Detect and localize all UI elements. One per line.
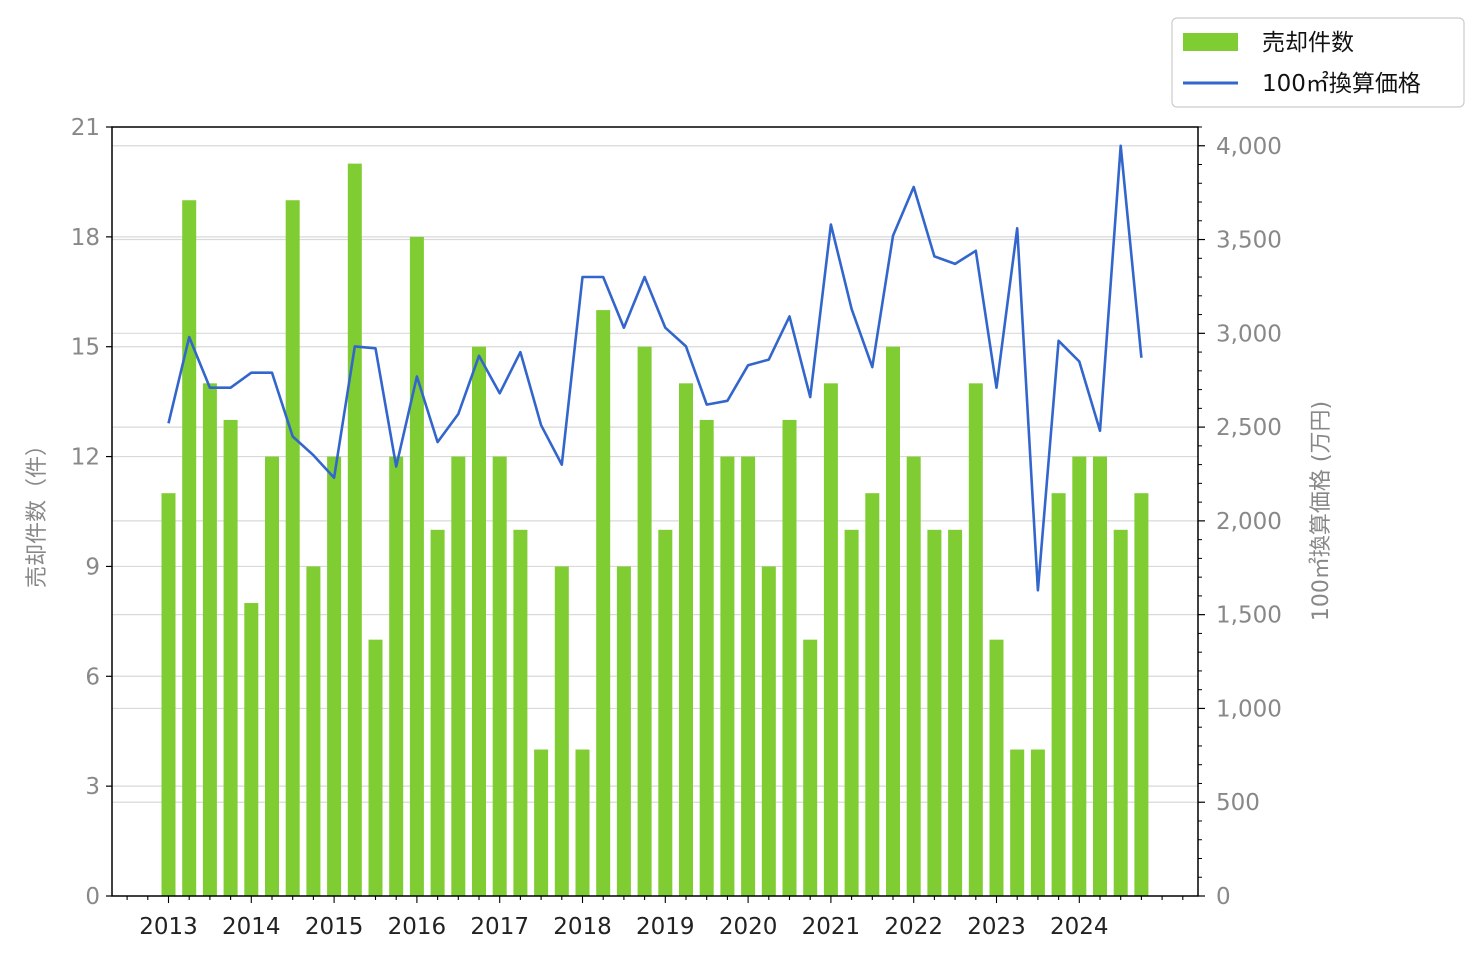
y-left-tick-label: 6	[85, 664, 100, 690]
x-tick-label: 2014	[222, 914, 281, 940]
bar	[513, 529, 528, 896]
bar	[616, 566, 631, 896]
y-right-tick-label: 1,000	[1216, 696, 1282, 722]
y-right-tick-label: 4,000	[1216, 134, 1282, 160]
bar	[782, 419, 797, 896]
x-tick-label: 2023	[967, 914, 1026, 940]
bar	[968, 383, 983, 896]
y-left-tick-label: 12	[71, 445, 100, 471]
y-right-tick-label: 2,500	[1216, 415, 1282, 441]
x-tick-label: 2018	[553, 914, 612, 940]
price-line	[167, 144, 1143, 592]
y-right-tick-label: 500	[1216, 790, 1260, 816]
bar-series	[161, 163, 1149, 897]
bar	[720, 456, 735, 896]
bar	[285, 200, 300, 896]
bar	[223, 419, 238, 896]
x-tick-label: 2016	[388, 914, 447, 940]
bar	[327, 456, 342, 896]
bar	[409, 236, 424, 896]
x-tick-label: 2013	[139, 914, 198, 940]
bar	[1113, 529, 1128, 896]
x-tick-label: 2020	[719, 914, 778, 940]
bar	[389, 456, 404, 896]
line-series	[167, 144, 1143, 592]
y-axis-right-label: 100㎡換算価格 (万円)	[1308, 401, 1334, 621]
y-right-tick-label: 1,500	[1216, 603, 1282, 629]
bar	[989, 639, 1004, 896]
bar	[554, 566, 569, 896]
y-right-tick-label: 2,000	[1216, 509, 1282, 535]
y-left-tick-label: 0	[85, 884, 100, 910]
plot-frame	[111, 126, 1199, 897]
bar	[492, 456, 507, 896]
bar	[1010, 749, 1025, 896]
legend-label-line: 100㎡換算価格	[1262, 71, 1421, 97]
bar	[1030, 749, 1045, 896]
bar	[430, 529, 445, 896]
bar	[658, 529, 673, 896]
bar	[596, 310, 611, 897]
bar	[927, 529, 942, 896]
bar	[679, 383, 693, 896]
y-left-tick-label: 18	[71, 225, 100, 251]
y-axis-right: 0 500 1,000 1,500 2,000 2,500 3,000 3,500 4,000	[1198, 126, 1282, 910]
bar	[575, 749, 590, 896]
bar	[451, 456, 466, 896]
y-left-tick-label: 15	[71, 335, 100, 361]
y-right-tick-label: 3,000	[1216, 321, 1282, 347]
x-tick-label: 2021	[802, 914, 861, 940]
y-left-tick-label: 3	[85, 774, 100, 800]
bar	[948, 529, 963, 896]
y-left-tick-label: 9	[85, 554, 100, 580]
bar	[472, 346, 486, 896]
legend-swatch-bar	[1183, 33, 1238, 51]
legend: 売却件数 100㎡換算価格	[1171, 17, 1465, 108]
bar	[161, 493, 176, 896]
bar	[347, 163, 362, 897]
y-left-tick-label: 21	[71, 115, 100, 141]
y-right-tick-label: 0	[1216, 884, 1231, 910]
bar	[244, 603, 259, 896]
bar	[1072, 456, 1087, 896]
bar	[844, 529, 859, 896]
bar	[637, 346, 652, 896]
y-right-tick-label: 3,500	[1216, 228, 1282, 254]
bar	[699, 419, 714, 896]
bar	[534, 749, 549, 896]
bar	[803, 639, 818, 896]
bar	[306, 566, 321, 896]
bar	[823, 383, 838, 896]
bar	[906, 456, 921, 896]
bar	[865, 493, 880, 896]
bar	[1134, 493, 1149, 896]
bar	[886, 346, 900, 896]
x-tick-label: 2017	[470, 914, 529, 940]
bar	[265, 456, 279, 896]
bar	[368, 639, 383, 896]
legend-label-bar: 売却件数	[1262, 30, 1354, 56]
x-axis: 2013 2014 2015 2016 2017 2018 2019 2020 2021 2022…	[126, 896, 1184, 940]
x-tick-label: 2022	[884, 914, 943, 940]
x-tick-label: 2024	[1050, 914, 1109, 940]
bar	[202, 383, 217, 896]
y-axis-left-label: 売却件数（件）	[25, 434, 50, 588]
bar	[741, 456, 756, 896]
bar	[1093, 456, 1107, 896]
bar	[761, 566, 776, 896]
legend-box	[1171, 17, 1465, 108]
x-tick-label: 2019	[636, 914, 695, 940]
y-axis-left: 0 3 6 9 12 15 18 21	[71, 115, 112, 910]
x-tick-label: 2015	[305, 914, 364, 940]
bar	[182, 200, 197, 896]
bar	[1051, 493, 1066, 896]
